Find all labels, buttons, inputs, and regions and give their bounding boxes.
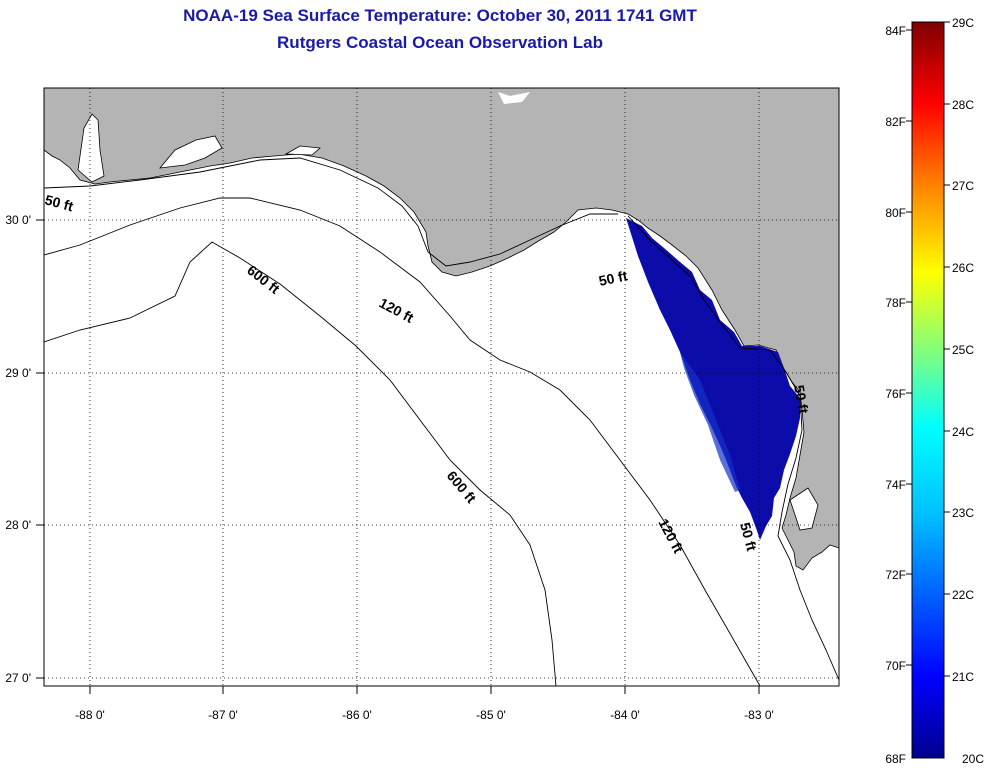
colorbar-f-68: 68F xyxy=(885,752,906,766)
lat-tick-29: 29 0' xyxy=(5,366,31,380)
contour-label-50ft-west: 50 ft xyxy=(43,191,75,214)
colorbar-f-76: 76F xyxy=(885,387,906,401)
lon-tick-87: -87 0' xyxy=(208,708,238,722)
colorbar-c-27: 27C xyxy=(952,179,974,193)
colorbar-f-84: 84F xyxy=(885,24,906,38)
tampa-bay xyxy=(789,487,819,531)
isobath-600ft xyxy=(44,241,557,686)
lon-tick-86: -86 0' xyxy=(342,708,372,722)
lake-okeechobee-fragment xyxy=(498,92,530,104)
colorbar-f-78: 78F xyxy=(885,296,906,310)
lat-tick-27: 27 0' xyxy=(5,671,31,685)
colorbar xyxy=(911,21,945,759)
colorbar-f-82: 82F xyxy=(885,115,906,129)
isobath-120ft xyxy=(44,197,761,686)
colorbar-c-29: 29C xyxy=(952,16,974,30)
colorbar-c-25: 25C xyxy=(952,343,974,357)
sst-data-region xyxy=(626,218,800,540)
colorbar-c-23: 23C xyxy=(952,506,974,520)
lon-tick-88: -88 0' xyxy=(75,708,105,722)
mobile-bay xyxy=(77,113,105,183)
colorbar-f-74: 74F xyxy=(885,478,906,492)
pensacola-bay xyxy=(159,135,223,169)
isobath-50ft xyxy=(44,157,839,681)
lat-tick-28: 28 0' xyxy=(5,518,31,532)
map-subtitle: Rutgers Coastal Ocean Observation Lab xyxy=(277,33,603,52)
lon-tick-83: -83 0' xyxy=(744,708,774,722)
sst-warm-streak xyxy=(680,352,740,492)
colorbar-c-22: 22C xyxy=(952,588,974,602)
colorbar-c-21: 21C xyxy=(952,670,974,684)
map-title: NOAA-19 Sea Surface Temperature: October… xyxy=(183,6,697,25)
colorbar-c-24: 24C xyxy=(952,425,974,439)
colorbar-f-80: 80F xyxy=(885,206,906,220)
contour-label-50ft-bigbend: 50 ft xyxy=(597,267,629,289)
lon-tick-84: -84 0' xyxy=(610,708,640,722)
colorbar-c-26: 26C xyxy=(952,261,974,275)
lon-tick-85: -85 0' xyxy=(476,708,506,722)
colorbar-f-70: 70F xyxy=(885,659,906,673)
contour-label-50ft-tampa: 50 ft xyxy=(737,521,760,553)
map-frame xyxy=(43,87,840,687)
colorbar-c-20: 20C xyxy=(962,752,984,766)
choctaw-bay xyxy=(284,145,321,156)
contour-label-50ft-coast: 50 ft xyxy=(791,384,812,415)
colorbar-c-28: 28C xyxy=(952,98,974,112)
colorbar-f-72: 72F xyxy=(885,568,906,582)
lat-tick-30: 30 0' xyxy=(5,213,31,227)
land-florida xyxy=(44,88,839,571)
